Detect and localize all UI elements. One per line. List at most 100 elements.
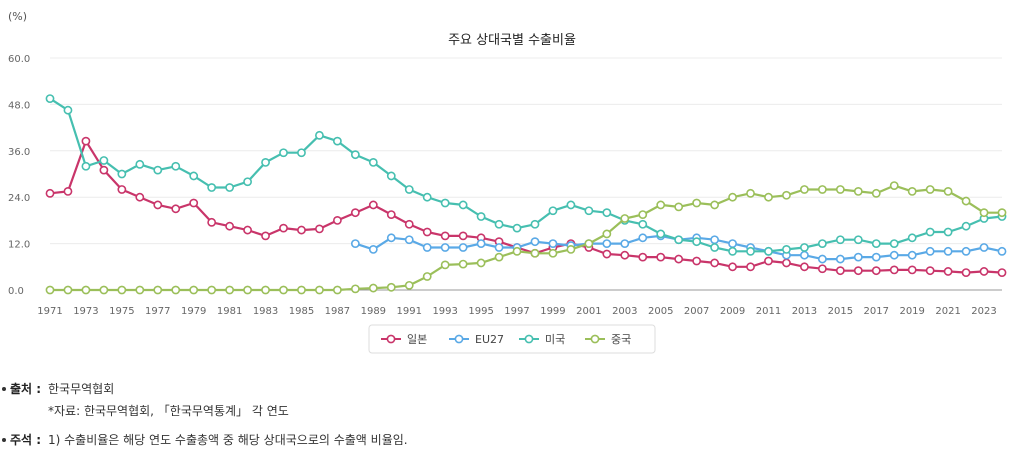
data-point [835, 254, 845, 264]
data-point [853, 235, 863, 245]
data-point [135, 159, 145, 169]
y-tick-label: 36.0 [8, 147, 30, 158]
data-point [243, 177, 252, 187]
data-point [925, 227, 935, 237]
data-point [440, 198, 450, 208]
data-point [979, 208, 989, 218]
x-tick-label: 2017 [864, 306, 889, 317]
data-point [530, 237, 540, 247]
x-tick-label: 2013 [792, 306, 817, 317]
x-tick-label: 1999 [540, 306, 565, 317]
data-point [476, 258, 486, 268]
data-point [961, 246, 971, 256]
x-tick-labels: 1971 1973 1975 1977 1979 1981 1983 1985 1987 1989… [37, 306, 996, 317]
data-point [566, 244, 576, 254]
data-point [710, 243, 720, 252]
data-point [297, 148, 306, 158]
legend-marker [590, 334, 600, 344]
data-point [817, 185, 827, 194]
data-point [656, 200, 666, 210]
x-tick-label: 2001 [576, 306, 601, 317]
data-point [979, 267, 989, 276]
data-point [386, 282, 396, 292]
data-point [368, 283, 378, 293]
data-point [153, 165, 163, 175]
data-point [63, 105, 73, 115]
data-point [279, 148, 288, 158]
data-point [350, 208, 360, 218]
data-point [907, 265, 917, 275]
data-point [692, 256, 702, 266]
data-point [997, 268, 1007, 277]
legend-label: 일본 [407, 332, 427, 346]
x-tick-label: 1997 [504, 306, 529, 317]
data-point [871, 266, 881, 276]
legend-item[interactable]: 미국 [519, 333, 565, 346]
legend-item[interactable]: 일본 [381, 332, 427, 346]
y-axis-unit: (%) [8, 10, 27, 23]
data-point [566, 200, 576, 210]
data-point [907, 186, 917, 196]
x-tick-label: 2005 [648, 306, 673, 317]
data-point [764, 192, 773, 202]
data-point [458, 259, 468, 269]
legend-item[interactable]: EU27 [449, 333, 504, 346]
data-point [871, 252, 881, 262]
data-point [404, 280, 414, 290]
data-point [261, 285, 270, 295]
data-point [225, 183, 235, 192]
data-point [889, 250, 899, 260]
data-point [943, 186, 953, 196]
grid-layer [50, 57, 1002, 291]
legend-item[interactable]: 중국 [585, 333, 631, 346]
data-point [800, 262, 809, 272]
data-point [99, 156, 109, 165]
data-point [171, 161, 181, 171]
data-point [117, 285, 127, 295]
data-point [871, 188, 881, 198]
data-point [782, 244, 791, 254]
data-point [602, 239, 612, 248]
data-point [889, 265, 899, 275]
data-point [925, 185, 935, 194]
data-point [350, 284, 360, 294]
data-point [638, 210, 648, 219]
data-point [494, 252, 504, 262]
data-point [189, 198, 199, 208]
data-point [315, 285, 324, 295]
legend-marker [386, 334, 396, 344]
source-sub: *자료: 한국무역협회, 「한국무역통계」 각 연도 [48, 404, 289, 418]
data-point [386, 233, 396, 243]
series-0 [45, 136, 1007, 277]
data-point [476, 212, 486, 221]
x-tick-label: 1991 [397, 306, 422, 317]
data-point [458, 231, 468, 241]
data-point [728, 262, 737, 272]
data-point [943, 227, 953, 237]
data-point [512, 223, 522, 233]
data-point [889, 181, 899, 190]
legend: 일본 EU27 미국 중국 [368, 324, 656, 354]
data-point [45, 188, 55, 198]
data-point [943, 267, 953, 276]
data-point [297, 225, 306, 235]
note-text: 1) 수출비율은 해당 연도 수출총액 중 해당 상대국으로의 수출액 비율임. [48, 433, 408, 447]
data-point [548, 248, 558, 258]
y-tick-labels: 0.0 12.0 24.0 36.0 48.0 60.0 [8, 54, 30, 297]
data-point [404, 219, 414, 229]
data-point [710, 235, 720, 245]
data-point [764, 256, 773, 266]
data-point [638, 233, 648, 243]
x-tick-label: 1985 [289, 306, 314, 317]
data-point [674, 254, 684, 264]
x-tick-label: 2003 [612, 306, 637, 317]
data-point [422, 272, 432, 281]
x-tick-label: 2009 [720, 306, 745, 317]
data-point [961, 221, 971, 231]
data-point [117, 185, 127, 194]
data-point [800, 243, 809, 252]
data-point [189, 171, 199, 181]
data-point [99, 165, 109, 175]
y-tick-label: 60.0 [8, 54, 30, 65]
data-point [315, 130, 324, 140]
